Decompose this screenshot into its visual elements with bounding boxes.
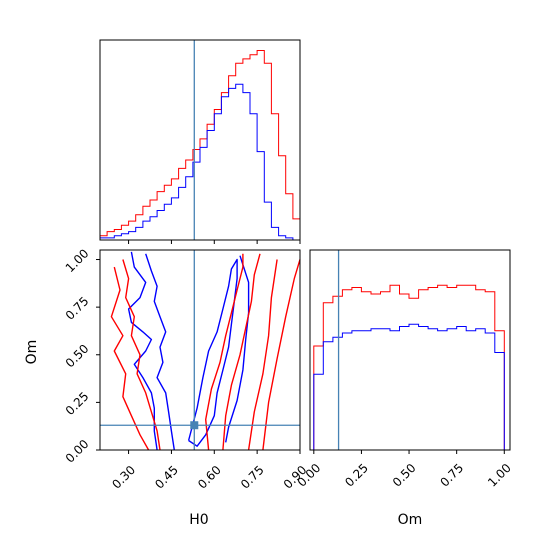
contour-red-5 bbox=[122, 259, 161, 451]
contour-blue-3 bbox=[225, 255, 250, 443]
xlabel-Om: Om bbox=[398, 512, 423, 528]
hist-Om-red-step bbox=[313, 284, 505, 450]
contour-ytick-label: 0.25 bbox=[63, 389, 92, 418]
hist-Om-panel: 0.00 0.25 0.50 0.75 1.00 bbox=[295, 249, 514, 490]
contour-ytick-label: 0.00 bbox=[63, 437, 92, 466]
contour-xtick-label: 0.75 bbox=[238, 463, 267, 492]
contour-blue-2 bbox=[187, 258, 238, 447]
contour-xtick-label: 0.30 bbox=[109, 463, 138, 492]
contour-frame bbox=[99, 249, 301, 451]
contour-ytick-label: 0.50 bbox=[63, 342, 92, 371]
truth-marker bbox=[190, 421, 199, 430]
contour-xtick-label: 0.45 bbox=[152, 463, 181, 492]
om-xtick-label: 0.75 bbox=[437, 461, 466, 490]
xlabel-H0: H0 bbox=[189, 512, 208, 528]
hist-H0-blue-step bbox=[99, 83, 300, 241]
om-xtick-label: 1.00 bbox=[485, 461, 514, 490]
contour-red-8 bbox=[247, 259, 278, 451]
hist-Om-blue-step bbox=[313, 323, 505, 450]
hist-Om-frame bbox=[309, 249, 511, 451]
contour-ytick-label: 0.75 bbox=[63, 294, 92, 323]
contour-red-6 bbox=[205, 253, 244, 451]
axis-labels: H0 Om Om bbox=[24, 340, 422, 528]
hist-H0-panel bbox=[99, 39, 301, 244]
contour-xtick-label: 0.60 bbox=[195, 463, 224, 492]
contour-red-7 bbox=[222, 253, 261, 451]
contour-red-9 bbox=[262, 259, 301, 451]
hist-H0-red-step bbox=[99, 50, 300, 240]
om-xtick-label: 0.50 bbox=[390, 461, 419, 490]
contour-ytick-label: 1.00 bbox=[63, 246, 92, 275]
ylabel-Om: Om bbox=[24, 340, 40, 365]
hist-H0-frame bbox=[99, 39, 301, 241]
contour-H0-Om-panel: 0.30 0.45 0.60 0.75 0.900.000.250.500.751.00 bbox=[63, 246, 310, 491]
contour-blue-0 bbox=[127, 251, 158, 451]
contour-blue-1 bbox=[145, 253, 175, 451]
om-xtick-label: 0.25 bbox=[342, 461, 371, 490]
contour-red-4 bbox=[110, 266, 150, 451]
